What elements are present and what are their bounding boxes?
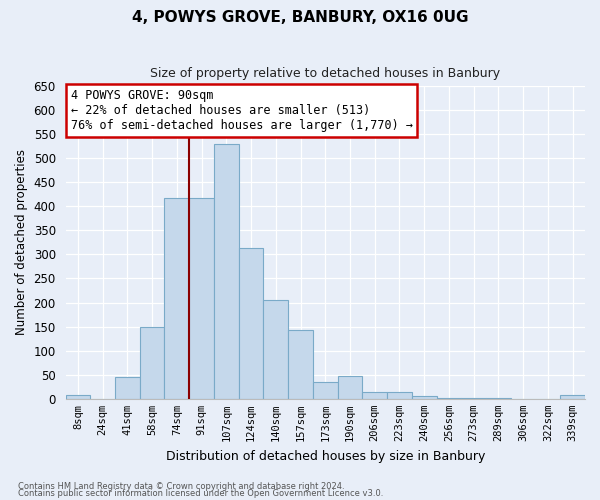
Bar: [239, 248, 263, 399]
Bar: [65, 395, 90, 399]
Bar: [461, 398, 486, 399]
Y-axis label: Number of detached properties: Number of detached properties: [15, 150, 28, 336]
Bar: [288, 330, 313, 399]
Text: 4 POWYS GROVE: 90sqm
← 22% of detached houses are smaller (513)
76% of semi-deta: 4 POWYS GROVE: 90sqm ← 22% of detached h…: [71, 89, 413, 132]
Text: Contains public sector information licensed under the Open Government Licence v3: Contains public sector information licen…: [18, 490, 383, 498]
Bar: [164, 198, 189, 399]
Bar: [313, 382, 338, 399]
Bar: [115, 377, 140, 399]
Bar: [362, 392, 387, 399]
Bar: [560, 396, 585, 399]
Text: Contains HM Land Registry data © Crown copyright and database right 2024.: Contains HM Land Registry data © Crown c…: [18, 482, 344, 491]
Bar: [412, 396, 437, 399]
Bar: [189, 198, 214, 399]
Bar: [486, 398, 511, 399]
Title: Size of property relative to detached houses in Banbury: Size of property relative to detached ho…: [150, 68, 500, 80]
Bar: [140, 326, 164, 399]
Text: 4, POWYS GROVE, BANBURY, OX16 0UG: 4, POWYS GROVE, BANBURY, OX16 0UG: [132, 10, 468, 25]
Bar: [263, 300, 288, 399]
Bar: [338, 376, 362, 399]
X-axis label: Distribution of detached houses by size in Banbury: Distribution of detached houses by size …: [166, 450, 485, 462]
Bar: [387, 392, 412, 399]
Bar: [214, 144, 239, 399]
Bar: [437, 398, 461, 399]
